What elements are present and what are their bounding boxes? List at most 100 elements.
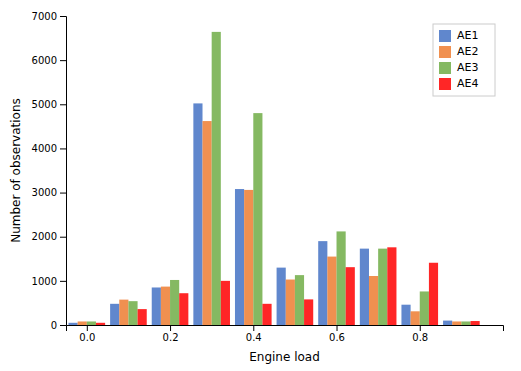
bar — [161, 287, 170, 325]
bar — [443, 321, 452, 325]
bar — [221, 281, 230, 325]
bar — [128, 301, 137, 325]
bar — [378, 249, 387, 325]
x-tick-mark — [253, 325, 254, 331]
bar — [244, 190, 253, 325]
y-tick-label: 7000 — [32, 11, 57, 22]
bar — [110, 304, 119, 325]
x-tick-label: 0.8 — [412, 332, 428, 343]
bar — [471, 321, 480, 325]
legend-item: AE2 — [439, 45, 478, 58]
bar — [277, 268, 286, 325]
y-tick-mark — [60, 16, 66, 17]
bar — [304, 299, 313, 325]
legend-label: AE4 — [457, 77, 478, 90]
y-tick-mark — [60, 60, 66, 61]
x-tick-mark — [87, 325, 88, 331]
chart: 0.0 0.2 0.4 0.6 0.8 0 1000 2000 3000 4000 5000 6000… — [0, 0, 521, 371]
bar — [262, 304, 271, 325]
legend-swatch — [439, 30, 451, 42]
y-tick: 0 — [51, 320, 66, 331]
bar — [87, 321, 96, 325]
bar — [286, 280, 295, 325]
bar — [327, 257, 336, 325]
bar — [152, 287, 161, 325]
x-tick: 0.8 — [412, 325, 428, 343]
y-tick: 3000 — [32, 187, 66, 198]
bar-series — [68, 103, 452, 325]
y-tick-mark — [60, 193, 66, 194]
bar — [369, 276, 378, 325]
x-axis-line — [67, 326, 504, 332]
y-tick-label: 2000 — [32, 231, 57, 242]
legend-label: AE3 — [457, 61, 478, 74]
x-tick-label: 0.0 — [79, 332, 95, 343]
y-axis: 0 1000 2000 3000 4000 5000 6000 7000 — [32, 11, 67, 331]
x-axis-title: Engine load — [249, 350, 320, 364]
x-tick: 0.2 — [163, 325, 179, 343]
bar — [170, 280, 179, 325]
y-tick-label: 1000 — [32, 276, 57, 287]
y-tick: 1000 — [32, 276, 66, 287]
legend-item: AE1 — [439, 29, 478, 42]
x-tick: 0.6 — [329, 325, 345, 343]
y-tick: 5000 — [32, 99, 66, 110]
bar — [461, 321, 470, 325]
y-tick-label: 3000 — [32, 187, 57, 198]
y-tick-label: 0 — [51, 320, 57, 331]
bar — [138, 309, 147, 325]
bar — [452, 321, 461, 325]
y-tick-mark — [60, 148, 66, 149]
y-tick-mark — [60, 237, 66, 238]
x-axis: 0.0 0.2 0.4 0.6 0.8 — [67, 325, 504, 343]
legend-label: AE1 — [457, 29, 478, 42]
y-tick-label: 6000 — [32, 55, 57, 66]
bar — [429, 263, 438, 325]
y-tick: 4000 — [32, 143, 66, 154]
x-tick: 0.4 — [246, 325, 262, 343]
bar — [78, 321, 87, 325]
x-tick: 0.0 — [79, 325, 95, 343]
y-tick-mark — [60, 325, 66, 326]
x-tick-label: 0.2 — [163, 332, 179, 343]
bar — [411, 311, 420, 325]
bar — [253, 113, 262, 325]
legend-item: AE4 — [439, 77, 478, 90]
x-tick-mark — [420, 325, 421, 331]
bar — [420, 291, 429, 325]
bar — [179, 293, 188, 325]
bar-series — [87, 32, 471, 325]
y-axis-title: Number of observations — [9, 98, 23, 243]
bar — [295, 275, 304, 325]
bar-series — [96, 247, 480, 325]
bars — [68, 32, 479, 325]
bar — [119, 300, 128, 325]
legend-swatch — [439, 62, 451, 74]
legend-label: AE2 — [457, 45, 478, 58]
bar-series — [78, 121, 462, 325]
x-tick-label: 0.4 — [246, 332, 262, 343]
bar — [212, 32, 221, 325]
bar — [360, 249, 369, 325]
bar — [235, 189, 244, 325]
y-axis-line — [60, 17, 67, 326]
y-tick-mark — [60, 104, 66, 105]
legend: AE1 AE2 AE3 AE4 — [433, 24, 495, 96]
bar — [337, 231, 346, 325]
legend-box — [433, 24, 495, 96]
bar — [68, 323, 77, 325]
legend-swatch — [439, 46, 451, 58]
y-tick: 6000 — [32, 55, 66, 66]
bar — [387, 247, 396, 325]
bar — [346, 267, 355, 325]
bar — [401, 305, 410, 325]
bar — [193, 103, 202, 325]
x-tick-mark — [170, 325, 171, 331]
x-tick-mark — [337, 325, 338, 331]
plot: 0.0 0.2 0.4 0.6 0.8 0 1000 2000 3000 4000 5000 6000… — [32, 11, 504, 343]
y-tick: 2000 — [32, 231, 66, 242]
y-tick-label: 5000 — [32, 99, 57, 110]
y-tick-mark — [60, 281, 66, 282]
bar — [203, 121, 212, 325]
bar — [96, 323, 105, 325]
